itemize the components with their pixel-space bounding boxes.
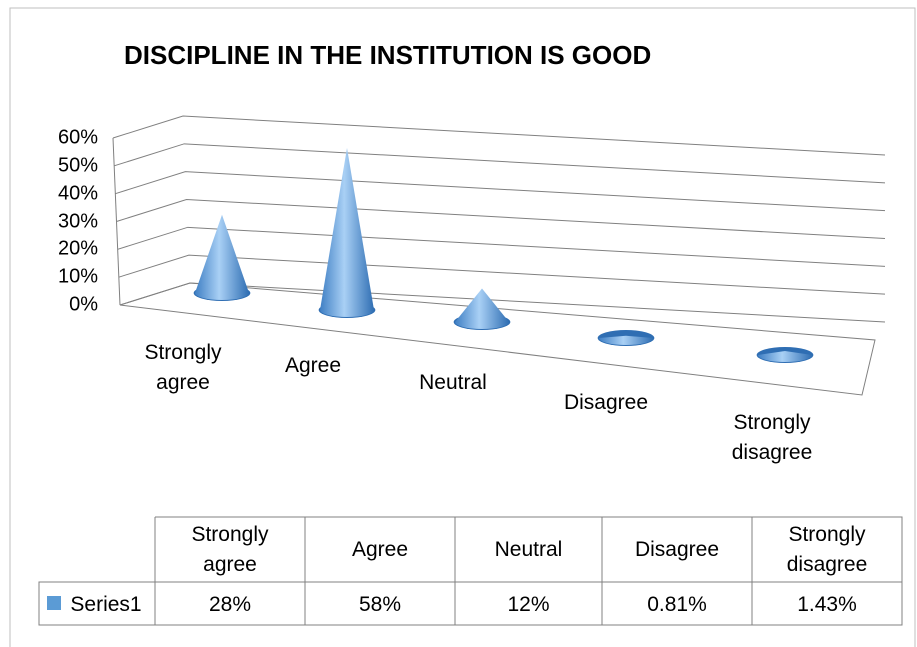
y-tick-label: 50%: [57, 154, 98, 177]
grid-line: [116, 198, 886, 239]
x-tick-label: Strongly disagree: [731, 411, 813, 464]
table-header: Disagree: [634, 537, 720, 561]
y-tick-label: 0%: [69, 293, 98, 316]
y-tick-label: 30%: [57, 210, 98, 232]
grid-line: [117, 226, 886, 267]
grid-line: [112, 115, 886, 156]
y-tick-label: 20%: [57, 237, 98, 260]
table-value: 1.43%: [797, 592, 857, 616]
table-header: Neutral: [494, 537, 563, 561]
y-tick-label: 10%: [57, 265, 98, 288]
x-tick-label: Disagree: [563, 391, 649, 414]
grid-line: [115, 171, 886, 212]
table-header: Strongly agree: [191, 522, 269, 576]
x-tick-label: Strongly agree: [144, 341, 222, 394]
cone: [195, 214, 249, 300]
table-value: 12%: [507, 592, 550, 616]
table-grid: [38, 516, 903, 626]
table-header: Strongly disagree: [786, 522, 868, 576]
legend-swatch: [47, 596, 61, 610]
grid-line: [118, 254, 886, 295]
table-value: 58%: [358, 592, 402, 616]
cone: [455, 288, 509, 329]
y-tick-label: 40%: [57, 182, 98, 205]
chart-title: DISCIPLINE IN THE INSTITUTION IS GOOD: [124, 40, 652, 70]
table-value: 0.81%: [647, 592, 707, 616]
cone: [320, 148, 374, 317]
table-header: Agree: [351, 537, 409, 561]
axis: [112, 137, 121, 306]
grid-line: [119, 282, 886, 323]
cone: [758, 351, 812, 362]
x-tick-label: Agree: [284, 354, 342, 377]
table-value: 28%: [208, 592, 252, 616]
chart-border: [9, 7, 916, 647]
grid-line: [114, 143, 886, 184]
cone: [599, 335, 653, 345]
legend-label: Series1: [70, 592, 142, 616]
x-tick-label: Neutral: [419, 371, 487, 394]
y-tick-label: 60%: [57, 126, 98, 149]
